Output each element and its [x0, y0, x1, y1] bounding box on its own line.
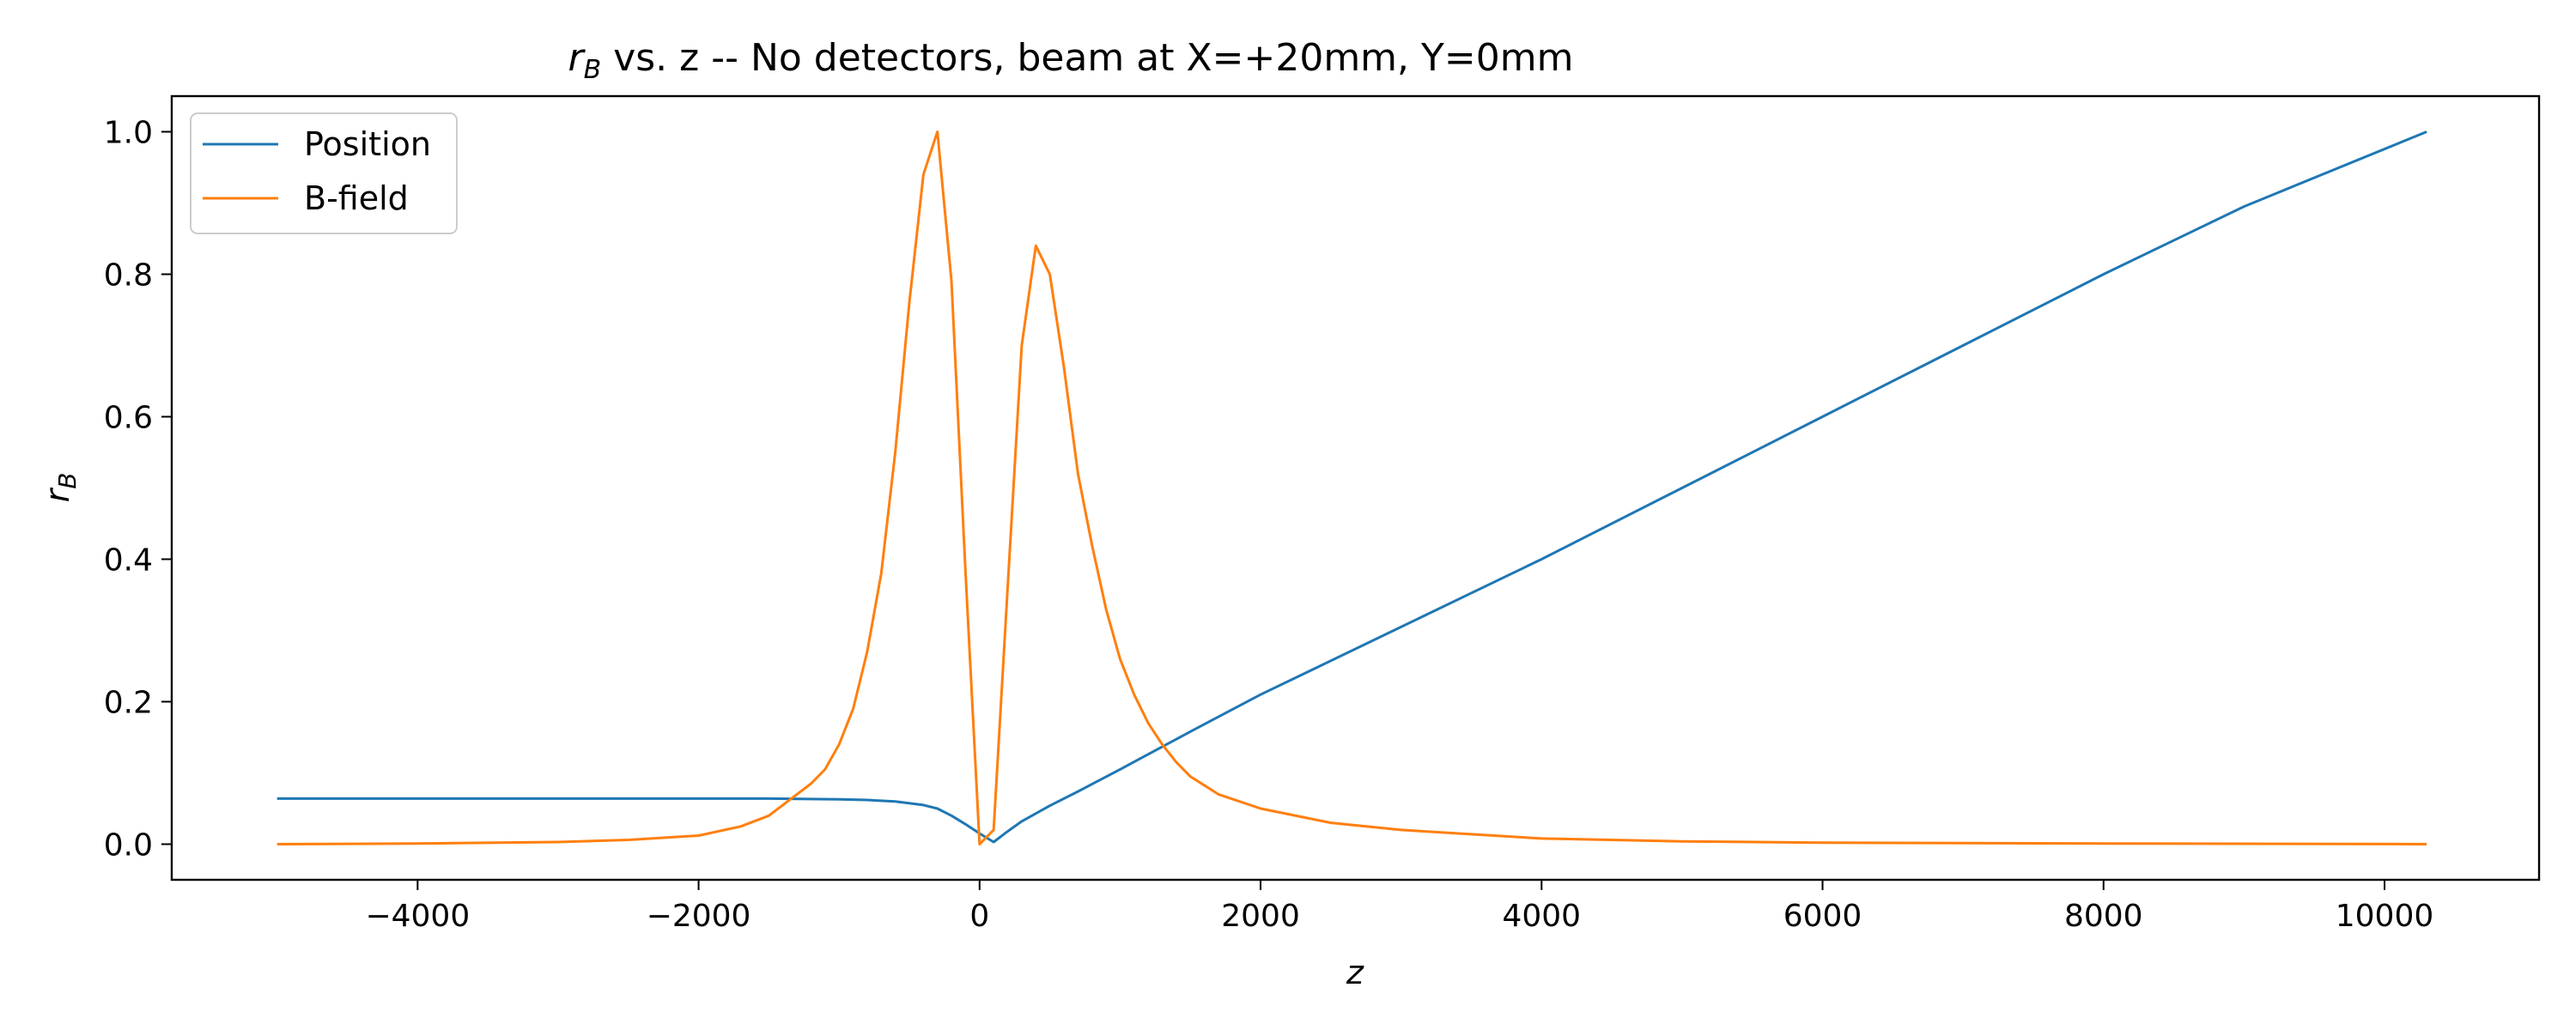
y-tick-label: 0.2	[104, 686, 153, 721]
x-tick-label: 4000	[1502, 899, 1581, 934]
x-tick-label: 2000	[1221, 899, 1300, 934]
x-tick-label: −2000	[647, 899, 751, 934]
x-axis-label: z	[1346, 954, 1364, 991]
y-tick-label: 1.0	[104, 116, 153, 151]
x-tick-label: 10000	[2336, 899, 2434, 934]
series-line-position	[276, 130, 2427, 844]
chart-title-rest: vs. z -- No detectors, beam at X=+20mm, …	[601, 36, 1573, 80]
y-tick-label: 0.8	[104, 258, 153, 294]
series-line-b-field	[276, 130, 2427, 845]
y-tick-label: 0.0	[104, 828, 153, 863]
x-tick-label: −4000	[365, 899, 470, 934]
x-axis: −4000 −2000 0 2000 4000 6000 8000 10000	[365, 880, 2433, 934]
legend-label-position: Position	[304, 125, 431, 163]
chart-title-subscript: B	[584, 55, 602, 85]
legend-label-b-field: B-field	[304, 179, 409, 217]
plot-area	[276, 130, 2427, 845]
y-axis-label-symbol: r	[39, 487, 76, 502]
y-axis-label: rB	[39, 473, 82, 503]
y-axis: 0.0 0.2 0.4 0.6 0.8 1.0	[104, 116, 172, 863]
y-axis-label-subscript: B	[53, 473, 82, 489]
x-tick-label: 6000	[1783, 899, 1862, 934]
x-tick-label: 0	[969, 899, 989, 934]
x-tick-label: 8000	[2064, 899, 2143, 934]
chart-title-symbol: r	[568, 36, 586, 80]
y-tick-label: 0.6	[104, 401, 153, 436]
y-tick-label: 0.4	[104, 543, 153, 579]
plot-frame	[170, 94, 2541, 882]
legend: Position B-field	[190, 112, 458, 234]
chart-title: rB vs. z -- No detectors, beam at X=+20m…	[568, 36, 1574, 85]
